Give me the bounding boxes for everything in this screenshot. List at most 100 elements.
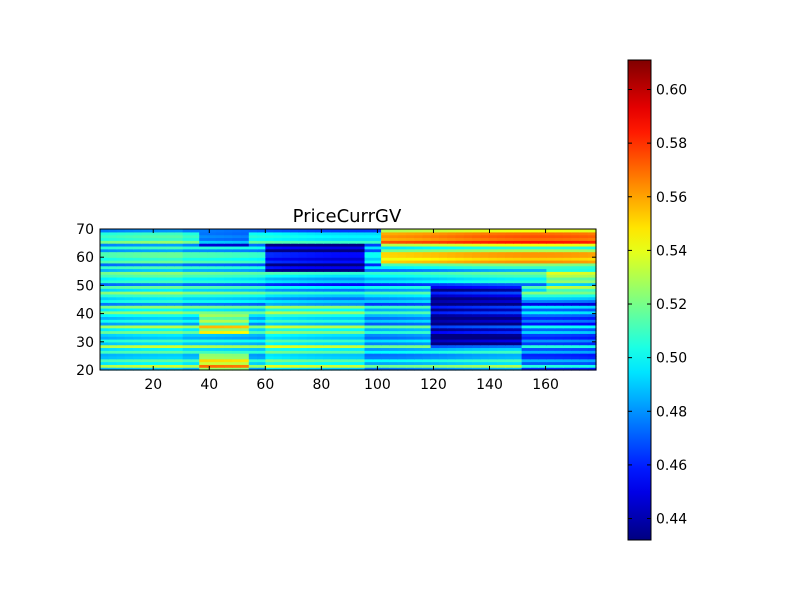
heatmap-cell (538, 237, 547, 241)
heatmap-cell (224, 271, 233, 275)
heatmap-cell (430, 234, 440, 239)
heatmap-cell (422, 237, 432, 241)
heatmap-cell (372, 274, 382, 278)
heatmap-cell (339, 248, 349, 253)
heatmap-cell (538, 330, 547, 334)
heatmap-cell (554, 282, 564, 286)
heatmap-cell (314, 353, 324, 357)
heatmap-cell (372, 268, 382, 272)
heatmap-cell (579, 313, 589, 318)
heatmap-cell (116, 285, 126, 289)
heatmap-cell (224, 333, 233, 337)
heatmap-cell (372, 350, 382, 354)
heatmap-cell (389, 296, 399, 301)
heatmap-cell (281, 268, 291, 272)
heatmap-cell (496, 319, 506, 323)
heatmap-cell (513, 313, 523, 318)
heatmap-cell (323, 231, 333, 236)
heatmap-cell (562, 324, 572, 329)
heatmap-cell (430, 240, 440, 244)
heatmap-cell (290, 327, 299, 332)
heatmap-cell (521, 291, 531, 295)
heatmap-cell (463, 305, 473, 309)
heatmap-cell (529, 355, 539, 360)
heatmap-cell (496, 361, 506, 365)
heatmap-cell (306, 296, 316, 301)
heatmap-cell (587, 302, 597, 306)
heatmap-cell (100, 237, 109, 241)
heatmap-cell (265, 338, 275, 343)
heatmap-cell (414, 282, 423, 286)
heatmap-cell (224, 245, 233, 250)
heatmap-cell (587, 319, 597, 323)
heatmap-cell (257, 260, 266, 264)
heatmap-cell (116, 336, 126, 340)
heatmap-cell (339, 350, 349, 354)
heatmap-cell (447, 260, 457, 264)
heatmap-cell (546, 288, 556, 292)
heatmap-cell (133, 276, 142, 281)
heatmap-cell (108, 282, 118, 286)
heatmap-cell (529, 333, 539, 337)
heatmap-cell (182, 248, 192, 253)
heatmap-cell (405, 229, 415, 233)
heatmap-cell (124, 302, 134, 306)
heatmap-cell (232, 316, 242, 320)
heatmap-cell (190, 248, 200, 253)
heatmap-cell (224, 338, 233, 343)
heatmap-cell (174, 310, 184, 315)
heatmap-cell (331, 293, 341, 298)
heatmap-cell (405, 330, 415, 334)
heatmap-cell (281, 299, 291, 303)
heatmap-cell (381, 313, 390, 318)
heatmap-cell (314, 234, 324, 239)
heatmap-cell (480, 260, 490, 264)
heatmap-cell (480, 302, 490, 306)
heatmap-cell (100, 245, 109, 250)
heatmap-cell (124, 229, 134, 233)
heatmap-cell (314, 288, 324, 292)
heatmap-cell (372, 276, 382, 281)
heatmap-cell (348, 310, 357, 315)
heatmap-cell (513, 260, 523, 264)
heatmap-cell (100, 240, 109, 244)
heatmap-cell (587, 364, 597, 368)
heatmap-cell (397, 324, 407, 329)
heatmap-cell (496, 293, 506, 298)
heatmap-cell (397, 276, 407, 281)
heatmap-cell (314, 305, 324, 309)
heatmap-cell (298, 319, 308, 323)
heatmap-cell (356, 245, 366, 250)
heatmap-cell (157, 293, 167, 298)
heatmap-cell (430, 245, 440, 250)
heatmap-cell (364, 350, 374, 354)
heatmap-cell (240, 248, 250, 253)
heatmap-cell (182, 285, 192, 289)
heatmap-cell (488, 293, 498, 298)
heatmap-cell (579, 344, 589, 349)
heatmap-cell (133, 291, 142, 295)
heatmap-cell (521, 350, 531, 354)
heatmap-cell (505, 330, 514, 334)
heatmap-cell (472, 319, 481, 323)
heatmap-cell (339, 333, 349, 337)
heatmap-cell (571, 364, 581, 368)
heatmap-cell (405, 274, 415, 278)
heatmap-cell (505, 347, 514, 351)
heatmap-cell (381, 231, 390, 236)
heatmap-cell (414, 237, 423, 241)
heatmap-cell (554, 338, 564, 343)
heatmap-cell (348, 293, 357, 298)
heatmap-cell (157, 237, 167, 241)
heatmap-cell (414, 271, 423, 275)
heatmap-cell (298, 302, 308, 306)
heatmap-cell (149, 234, 159, 239)
heatmap-cell (430, 248, 440, 253)
heatmap-cell (587, 271, 597, 275)
heatmap-cell (488, 350, 498, 354)
heatmap-cell (579, 319, 589, 323)
heatmap-cell (124, 358, 134, 363)
heatmap-cell (314, 367, 324, 371)
heatmap-cell (356, 279, 366, 284)
heatmap-cell (364, 341, 374, 346)
